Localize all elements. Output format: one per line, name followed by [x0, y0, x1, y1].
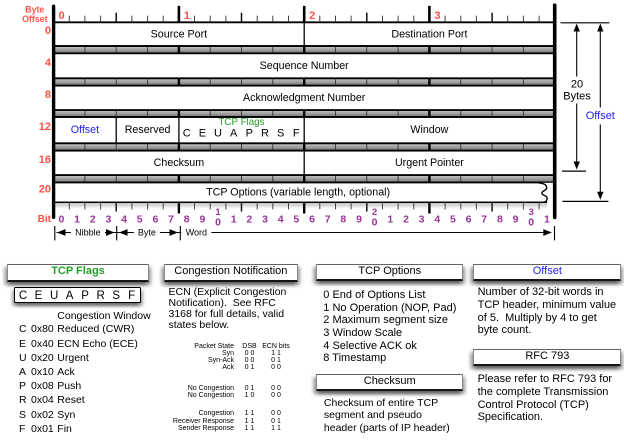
svg-text:A: A [230, 127, 238, 139]
svg-text:9: 9 [199, 213, 205, 225]
svg-text:3: 3 [529, 207, 534, 217]
svg-text:Byte: Byte [25, 5, 44, 15]
svg-text:0: 0 [45, 25, 51, 37]
svg-text:4: 4 [45, 57, 52, 69]
svg-text:9: 9 [513, 213, 519, 225]
svg-text:Destination Port: Destination Port [391, 28, 467, 40]
svg-text:U: U [214, 127, 222, 139]
svg-text:0: 0 [528, 216, 534, 228]
svg-text:Acknowledgment Number: Acknowledgment Number [243, 92, 366, 104]
svg-text:1: 1 [231, 213, 237, 225]
svg-text:5: 5 [450, 213, 456, 225]
svg-text:1: 1 [74, 213, 80, 225]
svg-text:16: 16 [39, 154, 51, 166]
svg-text:R: R [261, 127, 269, 139]
svg-text:8: 8 [497, 213, 503, 225]
svg-text:7: 7 [481, 213, 487, 225]
svg-text:Offset: Offset [71, 124, 99, 136]
svg-text:Urgent Pointer: Urgent Pointer [395, 157, 464, 169]
svg-text:6: 6 [309, 213, 315, 225]
svg-text:0: 0 [215, 216, 221, 228]
svg-text:Source Port: Source Port [151, 28, 207, 40]
svg-text:4: 4 [278, 213, 284, 225]
svg-text:0: 0 [372, 216, 378, 228]
svg-text:8: 8 [184, 213, 190, 225]
svg-text:9: 9 [356, 213, 362, 225]
svg-text:Checksum: Checksum [154, 157, 205, 169]
svg-text:E: E [199, 127, 206, 139]
svg-text:F: F [293, 127, 300, 139]
svg-text:Bit: Bit [38, 214, 52, 225]
svg-text:C: C [183, 127, 191, 139]
svg-text:4: 4 [121, 213, 127, 225]
svg-text:2: 2 [372, 207, 377, 217]
svg-text:6: 6 [466, 213, 472, 225]
svg-text:Bytes: Bytes [563, 91, 591, 103]
svg-text:Reserved: Reserved [125, 124, 171, 136]
svg-text:Offset: Offset [22, 14, 47, 24]
svg-text:1: 1 [387, 213, 393, 225]
svg-text:8: 8 [340, 213, 346, 225]
svg-text:0: 0 [58, 213, 64, 225]
svg-text:2: 2 [309, 10, 315, 22]
svg-text:1: 1 [544, 213, 550, 225]
svg-text:Byte: Byte [138, 228, 156, 238]
svg-text:5: 5 [293, 213, 299, 225]
svg-text:TCP Flags: TCP Flags [218, 117, 264, 128]
svg-text:6: 6 [152, 213, 158, 225]
svg-text:Nibble: Nibble [75, 228, 101, 238]
svg-text:2: 2 [403, 213, 409, 225]
svg-text:7: 7 [168, 213, 174, 225]
svg-text:1: 1 [184, 10, 190, 22]
svg-text:Offset: Offset [586, 110, 615, 122]
svg-text:3: 3 [434, 10, 440, 22]
svg-text:TCP Options (variable length,: TCP Options (variable length, optional) [206, 187, 390, 199]
svg-text:12: 12 [39, 121, 51, 133]
svg-text:3: 3 [105, 213, 111, 225]
svg-text:3: 3 [262, 213, 268, 225]
svg-text:7: 7 [325, 213, 331, 225]
svg-text:20: 20 [39, 184, 51, 196]
svg-text:8: 8 [45, 89, 51, 101]
svg-text:Window: Window [410, 124, 448, 136]
svg-text:S: S [277, 127, 284, 139]
svg-text:1: 1 [215, 207, 220, 217]
svg-text:Word: Word [186, 228, 207, 238]
svg-text:2: 2 [90, 213, 96, 225]
svg-text:2: 2 [246, 213, 252, 225]
svg-text:0: 0 [59, 10, 65, 22]
svg-text:5: 5 [137, 213, 143, 225]
svg-text:4: 4 [434, 213, 440, 225]
svg-text:20: 20 [571, 79, 583, 91]
svg-text:P: P [246, 127, 253, 139]
svg-text:3: 3 [419, 213, 425, 225]
svg-text:Sequence Number: Sequence Number [260, 60, 350, 72]
